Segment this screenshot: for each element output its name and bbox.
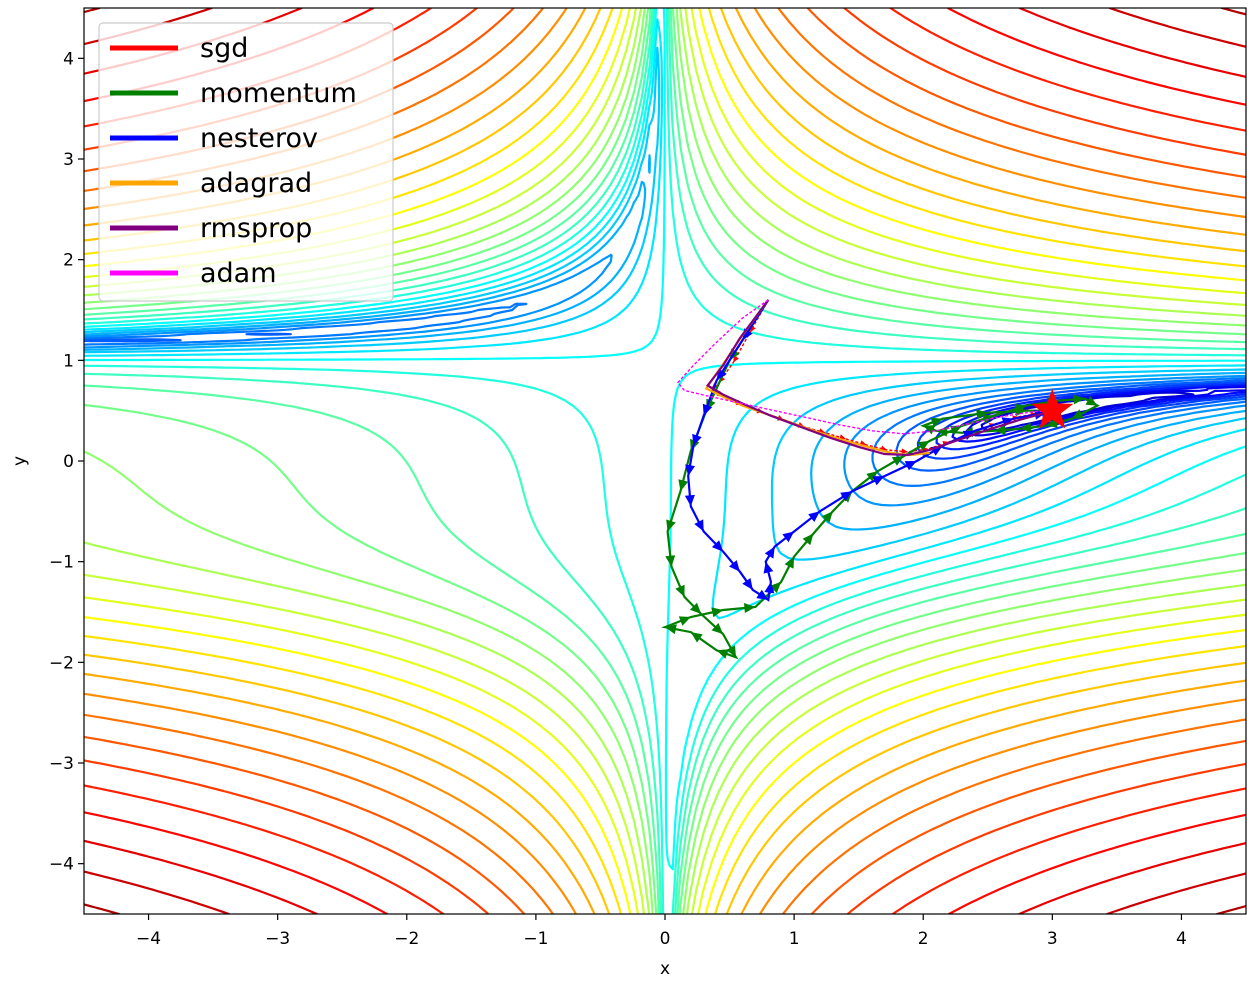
series-point-momentum-8 [689, 602, 702, 614]
series-point-momentum-34 [994, 425, 1006, 435]
series-point-momentum-10 [726, 645, 736, 658]
y-tick-label: −4 [49, 855, 74, 875]
minimum-marker-layer [1031, 388, 1074, 429]
series-momentum [661, 299, 1100, 660]
y-tick-label: 0 [63, 452, 74, 472]
series-adam [676, 299, 1053, 435]
series-point-nesterov-11 [756, 589, 769, 600]
y-tick-label: −3 [49, 754, 74, 774]
series-point-nesterov-14 [764, 546, 775, 559]
optimizer-paths [661, 299, 1100, 660]
series-point-momentum-20 [821, 511, 833, 523]
series-point-momentum-7 [675, 584, 685, 597]
series-point-nesterov-3 [702, 403, 713, 416]
series-point-nesterov-4 [692, 433, 702, 446]
y-tick-label: 4 [63, 49, 74, 69]
y-tick-label: 1 [63, 351, 74, 371]
series-point-momentum-4 [678, 479, 689, 492]
series-point-momentum-5 [666, 519, 676, 532]
y-tick-label: 3 [63, 150, 74, 170]
series-point-nesterov-17 [840, 491, 853, 502]
series-point-sgd-14 [901, 448, 908, 455]
series-point-nesterov-8 [711, 540, 724, 552]
series-path-rmsprop [705, 299, 1053, 457]
contour-level-11 [84, 8, 1246, 871]
series-point-momentum-40 [1015, 406, 1027, 417]
series-point-momentum-13 [665, 624, 677, 635]
series-point-momentum-24 [917, 440, 930, 451]
series-point-momentum-39 [976, 409, 988, 420]
legend-label-rmsprop: rmsprop [200, 213, 312, 244]
series-rmsprop [705, 299, 1053, 457]
contour-level-13 [84, 8, 1246, 914]
series-point-nesterov-10 [742, 578, 753, 590]
series-point-momentum-15 [711, 607, 724, 618]
contour-level-8 [84, 154, 1246, 531]
series-point-momentum-23 [891, 456, 904, 466]
x-axis-ticks: −4 −3 −2 −1 0 1 2 3 4 [136, 914, 1187, 949]
x-tick-label: 1 [789, 929, 800, 949]
x-tick-label: 4 [1176, 929, 1187, 949]
y-tick-label: 2 [63, 251, 74, 271]
series-point-momentum-31 [1071, 409, 1084, 419]
series-point-nesterov-19 [904, 461, 917, 471]
series-point-nesterov-16 [808, 511, 820, 522]
series-path-adam [676, 299, 1053, 435]
contour-level-7 [84, 253, 1246, 507]
series-point-momentum-22 [866, 471, 878, 482]
x-tick-label: 0 [660, 929, 671, 949]
series-point-nesterov-5 [685, 464, 695, 477]
series-point-momentum-6 [665, 555, 676, 567]
series-point-nesterov-12 [764, 581, 775, 594]
series-point-momentum-37 [923, 425, 936, 435]
legend-label-adam: adam [200, 258, 277, 289]
contour-level-9 [84, 46, 1246, 561]
legend-label-sgd: sgd [200, 33, 248, 64]
contour-level-12 [84, 8, 1246, 914]
series-point-momentum-9 [711, 623, 724, 635]
series-point-nesterov-9 [729, 560, 740, 572]
series-point-nesterov-6 [684, 494, 695, 507]
y-tick-label: −1 [49, 553, 74, 573]
series-point-nesterov-7 [694, 519, 704, 532]
contour-level-14 [84, 8, 1246, 914]
series-point-momentum-19 [802, 533, 814, 546]
series-point-momentum-36 [936, 426, 948, 437]
y-axis-ticks: −4 −3 −2 −1 0 1 2 3 4 [49, 49, 84, 875]
series-point-nesterov-13 [763, 561, 774, 574]
legend-label-momentum: momentum [200, 78, 357, 109]
x-tick-label: 3 [1047, 929, 1058, 949]
series-point-momentum-17 [769, 581, 782, 594]
series-point-momentum-12 [690, 632, 703, 643]
contour-level-6 [84, 302, 1246, 487]
series-point-momentum-11 [716, 649, 729, 659]
series-point-momentum-33 [1020, 422, 1032, 433]
series-point-momentum-18 [784, 556, 795, 569]
series-point-momentum-30 [1085, 396, 1098, 406]
y-tick-label: −2 [49, 653, 74, 673]
legend: sgd momentum nesterov adagrad rmsprop adam [98, 22, 394, 302]
legend-label-adagrad: adagrad [200, 168, 312, 199]
y-axis-label: y [10, 456, 30, 466]
series-point-momentum-16 [744, 603, 756, 613]
x-tick-label: −3 [265, 929, 290, 949]
series-point-nesterov-18 [872, 476, 885, 486]
contour-level-31 [84, 8, 1246, 914]
x-tick-label: −4 [136, 929, 161, 949]
x-tick-label: 2 [918, 929, 929, 949]
series-point-nesterov-15 [782, 531, 795, 543]
series-point-momentum-29 [1073, 394, 1085, 405]
x-tick-label: −1 [523, 929, 548, 949]
series-point-sgd-2 [733, 355, 739, 363]
x-axis-label: x [660, 959, 670, 979]
legend-label-nesterov: nesterov [200, 123, 318, 154]
x-tick-label: −2 [394, 929, 419, 949]
series-point-momentum-14 [678, 616, 691, 626]
series-point-momentum-38 [930, 417, 943, 428]
series-point-momentum-25 [949, 425, 962, 435]
contour-level-10 [84, 18, 1246, 620]
minimum-star-marker [1031, 388, 1074, 429]
